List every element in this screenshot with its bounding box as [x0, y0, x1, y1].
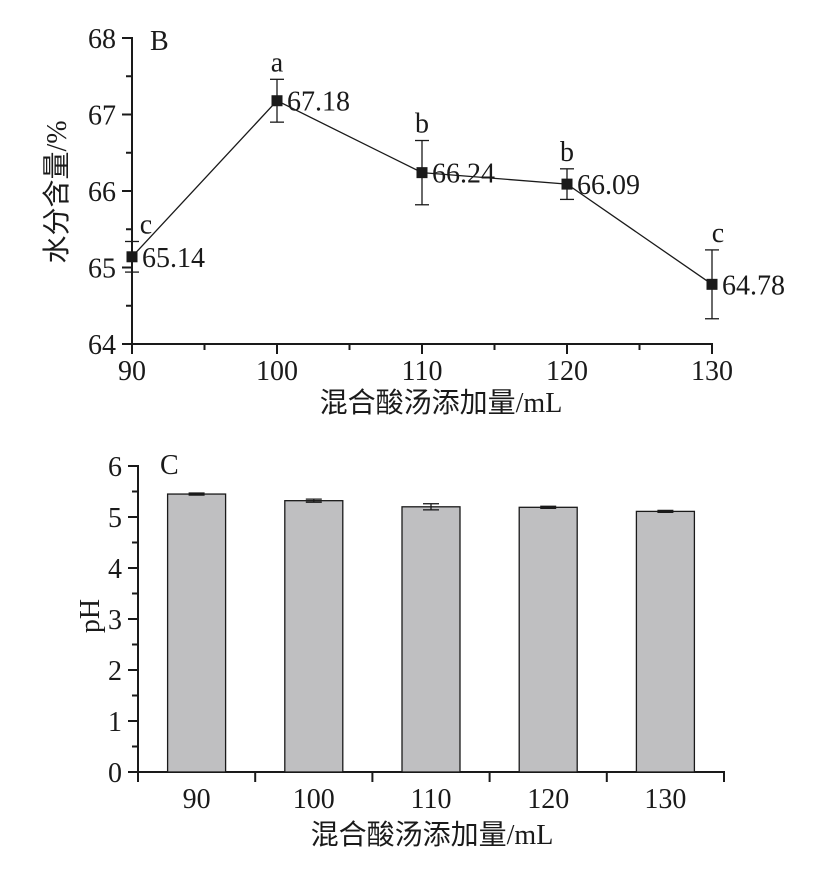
panel-b-value-label: 67.18: [287, 87, 350, 118]
panel-b-significance-letter: b: [415, 109, 429, 140]
panel-b-data-point: [271, 95, 283, 107]
panel-c-y-tick-label: 3: [108, 605, 122, 636]
panel-c-x-tick-label: 130: [644, 784, 686, 815]
panel-b-data-point: [416, 167, 428, 179]
panel-c-y-tick-label: 0: [108, 758, 122, 789]
panel-b-significance-letter: a: [271, 47, 284, 78]
panel-b-data-point: [706, 278, 718, 290]
panel-c-bar: [284, 500, 344, 773]
panel-c-x-tick-label: 90: [183, 784, 211, 815]
panel-c-x-tick-label: 100: [293, 784, 335, 815]
panel-c-x-axis-label: 混合酸汤添加量/mL: [311, 819, 554, 851]
panel-b-x-tick-label: 130: [691, 356, 733, 387]
panel-c-y-axis-label: pH: [75, 599, 106, 633]
panel-b-label: B: [150, 26, 169, 57]
panel-b-y-tick-label: 66: [88, 177, 116, 208]
panel-b-significance-letter: c: [712, 218, 724, 249]
panel-c-y-tick-label: 4: [108, 554, 122, 585]
panel-c-y-tick-label: 5: [108, 503, 122, 534]
panel-b-value-label: 65.14: [142, 243, 205, 274]
panel-c-x-tick-label: 120: [527, 784, 569, 815]
panel-b-ticks: [122, 37, 713, 354]
panel-b-x-tick-label: 110: [402, 356, 443, 387]
panel-b-x-tick-label: 120: [546, 356, 588, 387]
panel-c-bar: [635, 510, 696, 773]
panel-b-y-tick-label: 65: [88, 254, 116, 285]
panel-c-bar: [518, 506, 578, 773]
panel-c-bar: [401, 506, 461, 773]
panel-c-label: C: [160, 450, 179, 481]
panel-b-x-tick-label: 90: [118, 356, 146, 387]
panel-c-y-tick-label: 2: [108, 656, 122, 687]
panel-b-value-label: 66.09: [577, 170, 640, 201]
panel-b-value-label: 66.24: [432, 159, 495, 190]
panel-b-y-tick-label: 64: [88, 330, 116, 361]
panel-b-y-tick-label: 68: [88, 24, 116, 55]
panel-b-significance-letter: c: [140, 209, 152, 240]
panel-c-ph-chart: 0 1 2 3 4 5 6 90 100 110 120 130 C 混合酸汤添加量/mL pH: [75, 450, 725, 851]
panel-b-y-axis-label: 水分含量/%: [41, 120, 73, 263]
panel-c-y-tick-label: 1: [108, 707, 122, 738]
panel-c-bar: [166, 493, 227, 773]
panel-c-x-tick-label: 110: [411, 784, 452, 815]
panel-c-y-tick-label: 6: [108, 452, 122, 483]
panel-b-significance-letter: b: [560, 137, 574, 168]
panel-c-ticks: [128, 465, 725, 782]
panel-b-tick-labels: 64 65 66 67 68 90 100 110 120 130: [88, 24, 733, 387]
panel-c-bars: [166, 492, 696, 773]
panel-b-x-tick-label: 100: [256, 356, 298, 387]
panel-b-data-point: [126, 251, 138, 263]
panel-c-tick-labels: 0 1 2 3 4 5 6 90 100 110 120 130: [108, 452, 686, 815]
panel-b-value-label: 64.78: [722, 270, 785, 301]
panel-b-x-axis-label: 混合酸汤添加量/mL: [320, 387, 563, 419]
panel-b-data-point: [561, 178, 573, 190]
panel-b-y-tick-label: 67: [88, 101, 116, 132]
